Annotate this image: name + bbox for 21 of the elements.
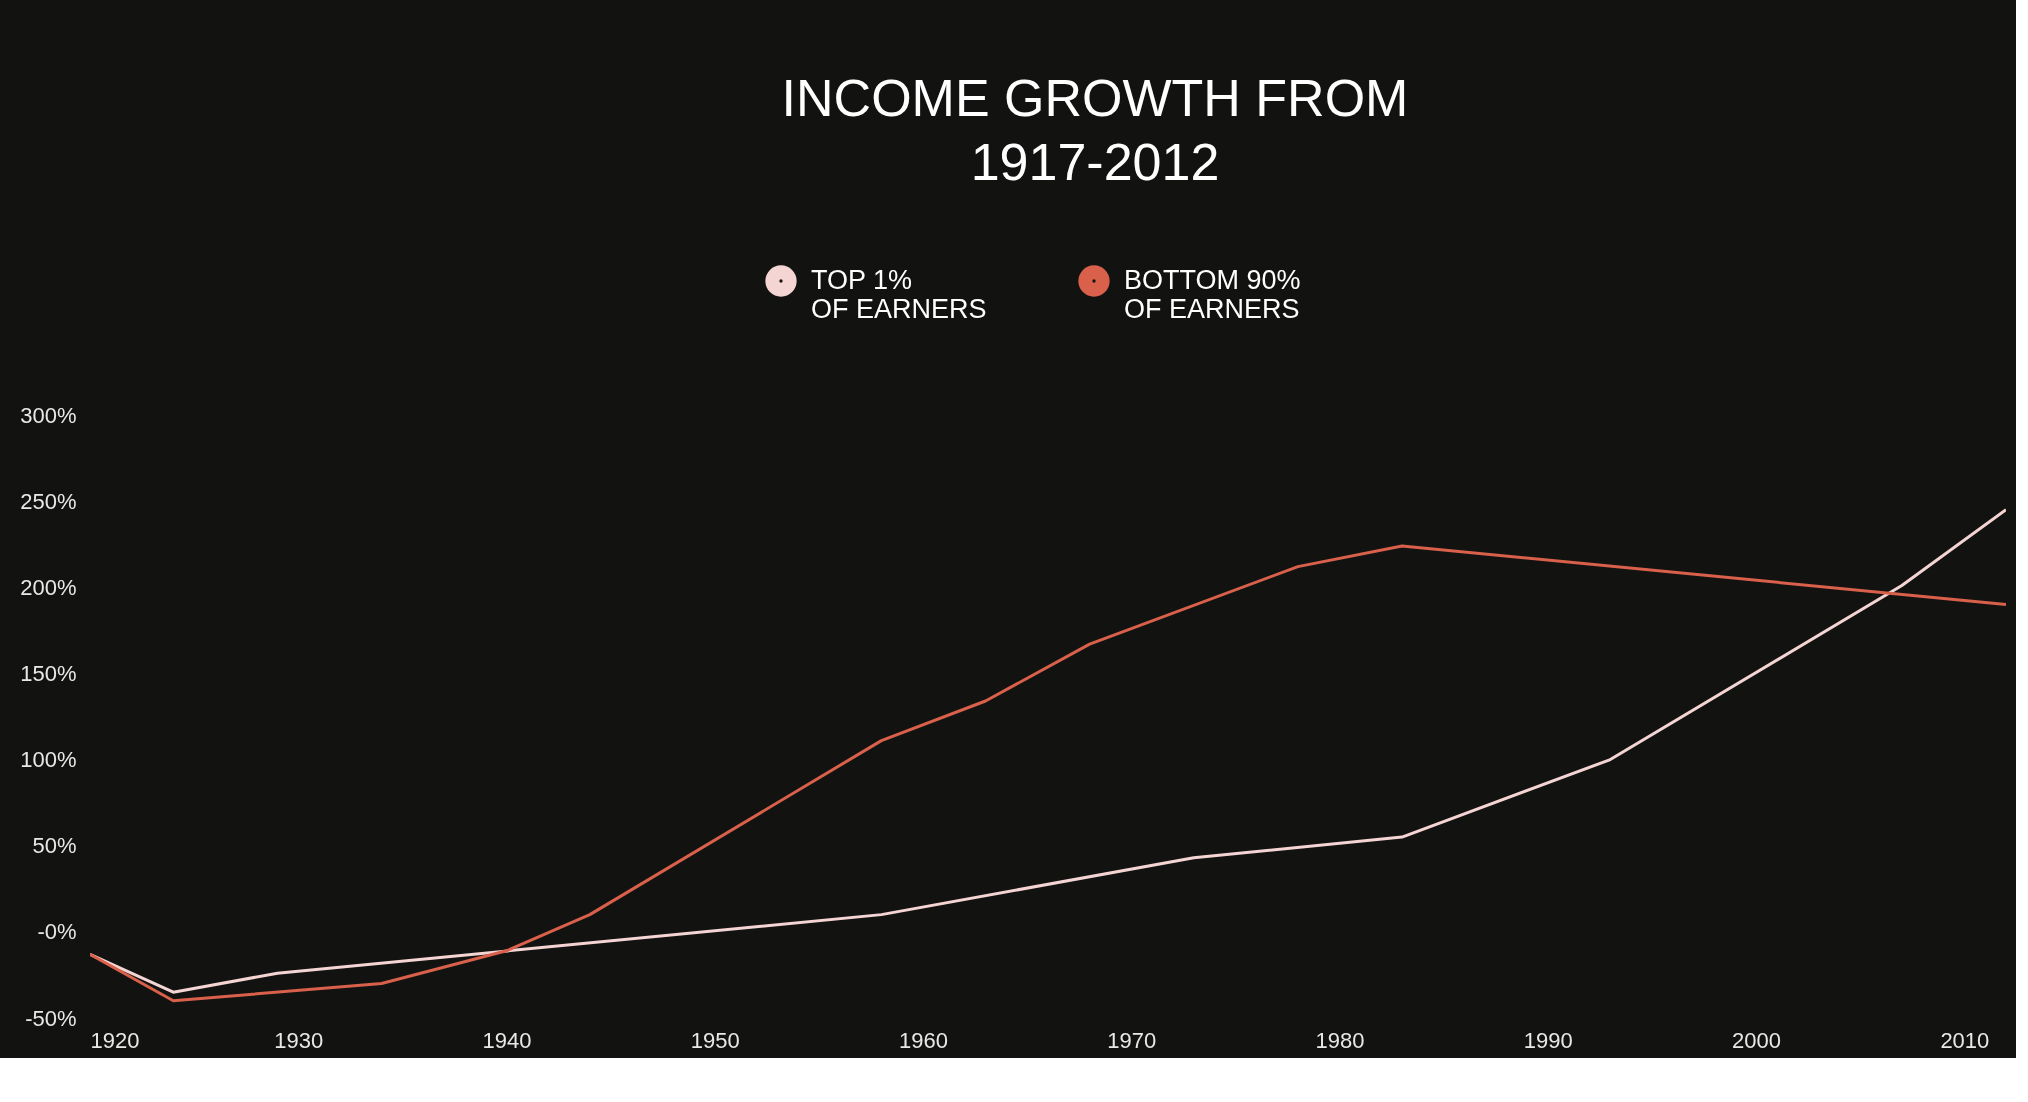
y-tick-label: 250% bbox=[20, 488, 77, 514]
y-tick-label: 100% bbox=[20, 747, 77, 773]
y-tick-label: -0% bbox=[37, 919, 77, 945]
x-tick-label: 2000 bbox=[1732, 1027, 1782, 1053]
y-tick-label: 200% bbox=[20, 574, 77, 600]
y-tick-label: -50% bbox=[25, 1005, 77, 1031]
x-tick-label: 1950 bbox=[690, 1027, 740, 1053]
x-tick-label: 2010 bbox=[1940, 1027, 1990, 1053]
chart-title: INCOME GROWTH FROM 1917-2012 bbox=[781, 69, 1409, 191]
x-tick-label: 1920 bbox=[90, 1027, 140, 1053]
x-tick-label: 1990 bbox=[1523, 1027, 1573, 1053]
x-tick-label: 1960 bbox=[899, 1027, 949, 1053]
x-tick-label: 1930 bbox=[274, 1027, 324, 1053]
x-tick-label: 1970 bbox=[1107, 1027, 1157, 1053]
y-tick-label: 50% bbox=[32, 833, 77, 859]
y-tick-label: 300% bbox=[20, 402, 77, 428]
legend-label: TOP 1% OF EARNERS bbox=[811, 265, 987, 324]
y-tick-label: 150% bbox=[20, 660, 77, 686]
legend-label: BOTTOM 90% OF EARNERS bbox=[1124, 265, 1301, 324]
x-tick-label: 1940 bbox=[482, 1027, 532, 1053]
x-tick-label: 1980 bbox=[1315, 1027, 1365, 1053]
